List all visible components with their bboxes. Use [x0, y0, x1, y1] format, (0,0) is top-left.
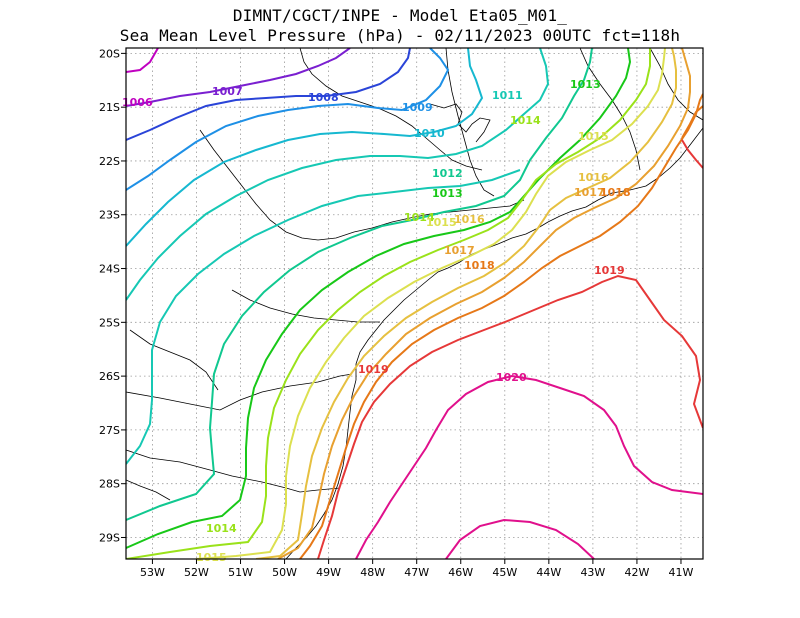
x-tick-label: 47W [404, 566, 429, 579]
x-tick-label: 51W [228, 566, 253, 579]
contour-1020 [355, 374, 703, 559]
state-border-4 [299, 48, 483, 171]
state-border-7 [649, 48, 703, 121]
clabel-1009: 1009 [402, 101, 433, 114]
state-border-2 [126, 449, 341, 493]
x-tick-label: 46W [448, 566, 473, 579]
clabel-1010: 1010 [414, 127, 445, 140]
clabel-1006: 1006 [122, 96, 153, 109]
clabel-1013-a: 1013 [432, 187, 463, 200]
x-tick-label: 45W [492, 566, 517, 579]
contour-1018 [299, 93, 703, 559]
x-tick-label: 41W [669, 566, 694, 579]
x-tick-label: 50W [272, 566, 297, 579]
contour-1010 [126, 48, 484, 247]
clabel-1011: 1011 [492, 89, 523, 102]
contour-1009 [126, 48, 450, 191]
clabel-1015-c: 1015 [196, 551, 227, 564]
contour-1019 [317, 274, 703, 559]
contour-1015 [195, 48, 666, 559]
lagoon [429, 103, 491, 143]
coastline [285, 127, 703, 559]
state-border-8 [231, 289, 380, 323]
y-tick-label: 26S [99, 370, 120, 383]
clabel-1012: 1012 [432, 167, 463, 180]
x-tick-label: 44W [536, 566, 561, 579]
figure-title: DIMNT/CGCT/INPE - Model Eta05_M01_ [232, 6, 568, 25]
state-border-5 [445, 48, 495, 197]
clabel-1017-b: 1017 [574, 186, 605, 199]
contour-1013 [126, 48, 632, 549]
y-tick-label: 24S [99, 263, 120, 276]
y-tick-label: 27S [99, 424, 120, 437]
map-area [126, 48, 703, 559]
clabel-1015-a: 1015 [426, 216, 457, 229]
axis-ticks: 53W 52W 51W 50W 49W 48W 47W 46W 45W 44W 43W 42W 41W 2… [99, 47, 694, 579]
x-tick-label: 52W [184, 566, 209, 579]
border-south-1 [126, 479, 171, 501]
state-border-1 [126, 373, 353, 411]
clabel-1018-a: 1018 [464, 259, 495, 272]
contour-1012 [126, 48, 593, 521]
contour-1018-b [681, 105, 703, 139]
contour-1014 [126, 48, 651, 559]
clabel-1017-a: 1017 [444, 244, 475, 257]
clabel-1016-b: 1016 [578, 171, 609, 184]
contour-1008 [126, 48, 411, 141]
state-border-3 [199, 129, 525, 241]
figure-subtitle: Sea Mean Level Pressure (hPa) - 02/11/20… [119, 26, 681, 45]
y-tick-label: 23S [99, 209, 120, 222]
river-west [129, 329, 219, 391]
y-tick-label: 21S [99, 101, 120, 114]
contour-1007 [126, 48, 351, 107]
contour-1011-b [126, 169, 521, 465]
y-tick-label: 22S [99, 155, 120, 168]
map-frame [125, 47, 704, 560]
y-tick-label: 20S [99, 47, 120, 60]
y-tick-label: 29S [99, 531, 120, 544]
contour-1011 [126, 48, 550, 301]
coastline-borders [126, 48, 703, 559]
x-tick-label: 53W [140, 566, 165, 579]
contour-1016 [255, 48, 677, 559]
x-tick-label: 49W [316, 566, 341, 579]
clabel-1007: 1007 [212, 85, 243, 98]
clabel-1016-a: 1016 [454, 213, 485, 226]
state-border-6 [579, 48, 641, 171]
clabel-1013-b: 1013 [570, 78, 601, 91]
clabel-1019-a: 1019 [594, 264, 625, 277]
contour-1017 [277, 48, 691, 559]
x-tick-label: 42W [624, 566, 649, 579]
pressure-contours [126, 48, 703, 559]
x-tick-label: 43W [580, 566, 605, 579]
clabel-1015-b: 1015 [578, 130, 609, 143]
clabel-1014-c: 1014 [206, 522, 237, 535]
y-tick-label: 28S [99, 478, 120, 491]
clabel-1020: 1020 [496, 371, 527, 384]
clabel-1014-a: 1014 [404, 211, 435, 224]
clabel-1019-b: 1019 [358, 363, 389, 376]
clabel-1018-b: 1018 [600, 186, 631, 199]
clabel-1008: 1008 [308, 91, 339, 104]
x-tick-label: 48W [360, 566, 385, 579]
contour-1019-b [681, 139, 703, 169]
y-tick-label: 25S [99, 316, 120, 329]
contour-labels: 1006 1007 1008 1009 1010 1011 1012 1013 … [122, 78, 631, 564]
contour-1006 [126, 48, 159, 73]
contour-1020-b [445, 518, 595, 559]
gridlines [126, 48, 703, 559]
clabel-1014-b: 1014 [510, 114, 541, 127]
